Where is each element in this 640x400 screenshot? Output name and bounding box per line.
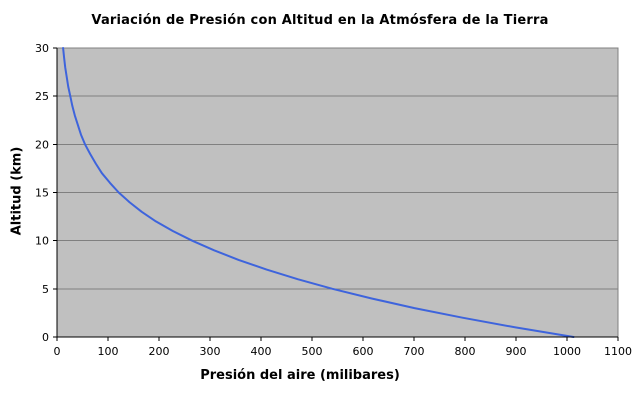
x-tick-label: 700 [404, 345, 425, 358]
x-tick-label: 200 [149, 345, 170, 358]
x-axis-title: Presión del aire (milibares) [200, 368, 400, 383]
chart-title: Variación de Presión con Altitud en la A… [91, 13, 549, 28]
y-tick-label: 25 [35, 90, 49, 103]
y-tick-label: 15 [35, 187, 49, 200]
x-tick-label: 500 [302, 345, 323, 358]
x-tick-label: 900 [506, 345, 527, 358]
x-tick-label: 400 [251, 345, 272, 358]
x-tick-label: 1100 [604, 345, 632, 358]
y-tick-label: 5 [42, 283, 49, 296]
y-tick-label: 0 [42, 331, 49, 344]
y-axis-title: Altitud (km) [9, 146, 25, 236]
y-tick-label: 20 [35, 138, 49, 151]
y-tick-label: 10 [35, 235, 49, 248]
y-tick-label: 30 [35, 42, 49, 55]
x-tick-label: 800 [455, 345, 476, 358]
x-tick-label: 600 [353, 345, 374, 358]
x-tick-label: 0 [54, 345, 61, 358]
pressure-curve [62, 47, 575, 338]
x-tick-label: 100 [98, 345, 119, 358]
x-tick-label: 1000 [553, 345, 581, 358]
x-tick-label: 300 [200, 345, 221, 358]
